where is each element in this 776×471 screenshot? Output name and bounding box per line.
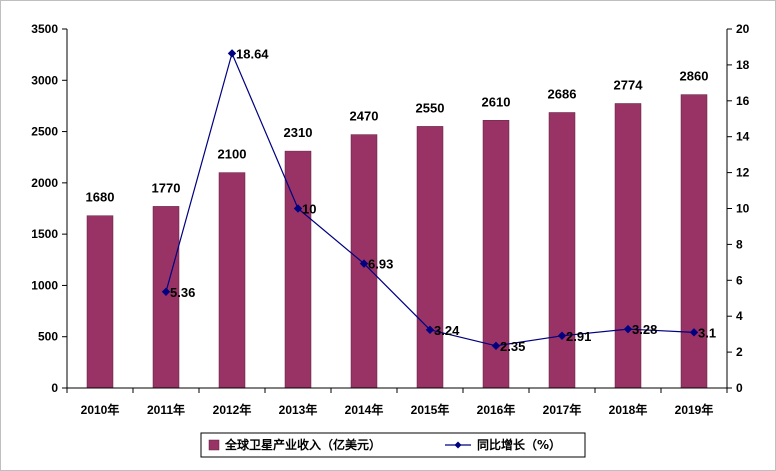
right-tick-label-5: 10 [736, 202, 750, 216]
left-tick-label-3: 1500 [31, 227, 58, 241]
bar-label-2: 2100 [218, 147, 247, 162]
right-tick-label-8: 16 [736, 94, 750, 108]
bar-label-4: 2470 [350, 109, 379, 124]
right-tick-label-9: 18 [736, 58, 750, 72]
x-tick-label-6: 2016年 [477, 402, 516, 417]
growth-label-8: 3.28 [632, 322, 657, 337]
bar-label-6: 2610 [482, 94, 511, 109]
growth-point-8 [623, 324, 633, 334]
right-tick-label-2: 4 [736, 309, 743, 323]
growth-label-9: 3.1 [698, 325, 716, 340]
growth-point-1 [161, 287, 171, 296]
growth-point-5 [425, 325, 435, 335]
bar-3 [284, 150, 312, 389]
bar-label-0: 1680 [86, 190, 115, 205]
x-tick-label-7: 2017年 [543, 402, 582, 417]
growth-label-1: 5.36 [170, 285, 195, 300]
x-tick-label-9: 2019年 [675, 402, 714, 417]
bar-label-8: 2774 [614, 78, 644, 93]
right-tick-label-0: 0 [736, 381, 743, 395]
right-tick-label-7: 14 [736, 130, 750, 144]
growth-label-7: 2.91 [566, 329, 591, 344]
growth-point-4 [359, 259, 369, 268]
right-tick-label-10: 20 [736, 22, 750, 36]
growth-point-9 [689, 328, 699, 337]
growth-label-3: 10 [302, 202, 316, 217]
x-tick-label-5: 2015年 [411, 402, 450, 417]
left-tick-label-2: 1000 [31, 278, 58, 292]
right-tick-label-3: 6 [736, 273, 743, 287]
legend-line-label: 同比增长（%） [477, 437, 561, 452]
bar-7 [548, 112, 576, 389]
bar-2 [218, 172, 246, 389]
growth-point-3 [293, 204, 303, 213]
x-tick-label-3: 2013年 [279, 402, 318, 417]
bar-label-7: 2686 [548, 87, 577, 102]
left-tick-label-4: 2000 [31, 176, 58, 190]
left-tick-label-0: 0 [51, 381, 58, 395]
bar-label-5: 2550 [416, 100, 445, 115]
bar-label-1: 1770 [152, 180, 181, 195]
legend-bar-label: 全球卫星产业收入（亿美元） [224, 437, 381, 452]
right-tick-label-6: 12 [736, 166, 750, 180]
growth-label-5: 3.24 [434, 323, 460, 338]
bar-0 [86, 215, 114, 389]
legend-line-marker [454, 441, 462, 449]
bar-1 [152, 206, 180, 389]
growth-point-6 [491, 341, 501, 351]
left-tick-label-5: 2500 [31, 125, 58, 139]
bar-5 [416, 126, 444, 389]
growth-point-7 [557, 331, 567, 340]
x-tick-label-8: 2018年 [609, 402, 648, 417]
x-tick-label-0: 2010年 [81, 402, 120, 417]
right-tick-label-1: 2 [736, 345, 743, 359]
bar-8 [614, 103, 642, 389]
legend-bar-swatch [208, 439, 220, 451]
bar-9 [680, 94, 708, 389]
bar-label-3: 2310 [284, 125, 313, 140]
x-tick-label-4: 2014年 [345, 402, 384, 417]
x-tick-label-1: 2011年 [147, 402, 185, 417]
growth-label-2: 18.64 [236, 46, 269, 61]
left-tick-label-7: 3500 [31, 22, 58, 36]
left-tick-label-6: 3000 [31, 73, 58, 87]
growth-label-6: 2.35 [500, 339, 525, 354]
x-tick-label-2: 2012年 [213, 402, 252, 417]
right-tick-label-4: 8 [736, 237, 743, 251]
bar-label-9: 2860 [680, 69, 709, 84]
legend-box [200, 432, 586, 458]
growth-point-2 [227, 49, 237, 58]
left-tick-label-1: 500 [38, 330, 58, 344]
growth-label-4: 6.93 [368, 257, 393, 272]
